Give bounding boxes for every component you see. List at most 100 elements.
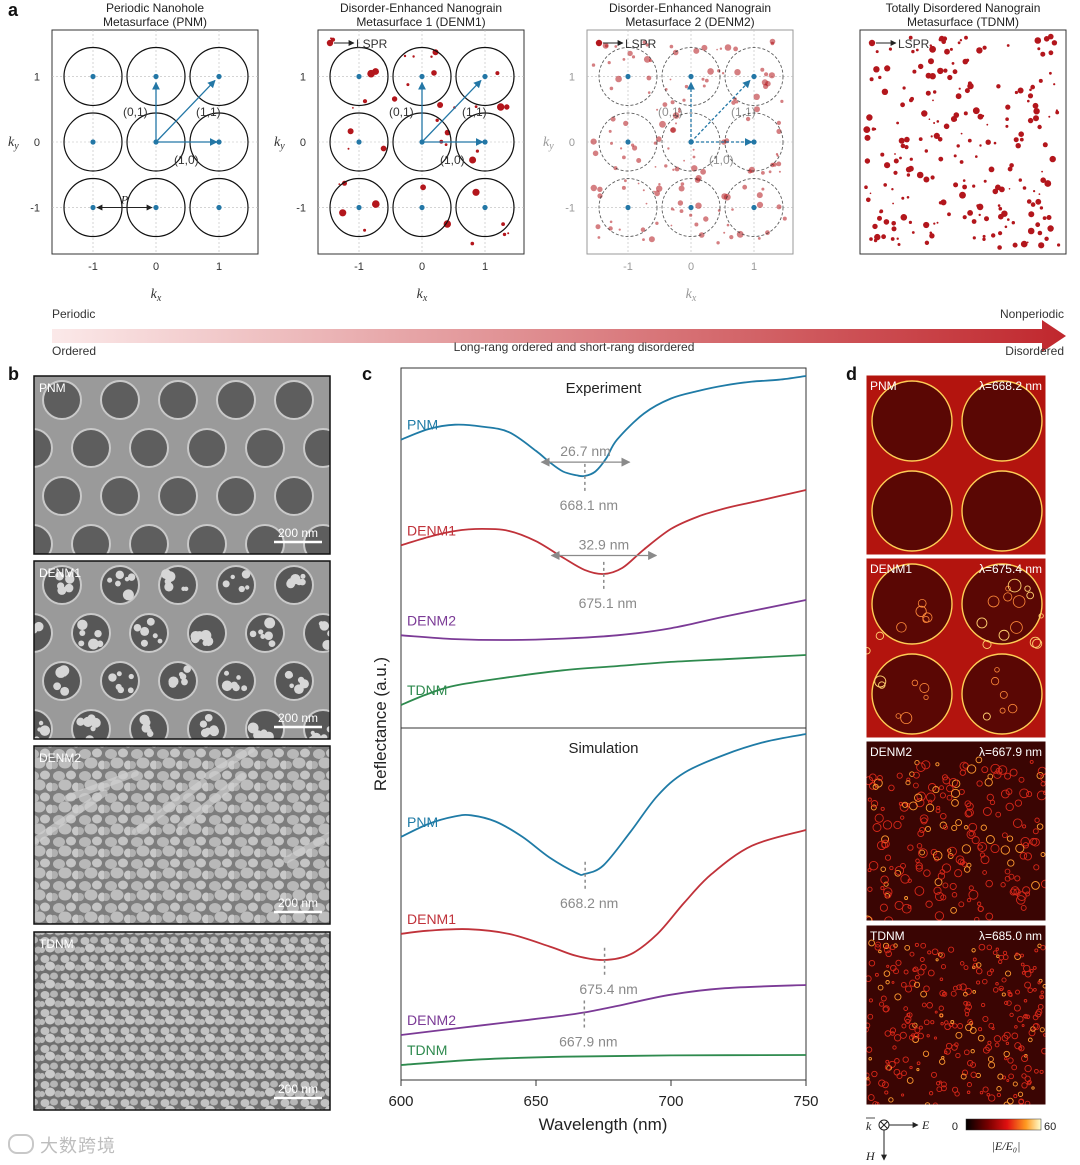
nanograin xyxy=(684,84,689,89)
nanograin xyxy=(656,185,663,192)
nanograin xyxy=(339,209,347,217)
sem-grain xyxy=(128,673,134,680)
reciprocal-point xyxy=(751,73,757,80)
field-hotspot xyxy=(963,1049,970,1056)
field-hotspot xyxy=(977,1034,985,1042)
nanograin xyxy=(1035,222,1041,228)
watermark: 大数跨境 xyxy=(8,1132,116,1158)
field-hotspot xyxy=(916,1061,921,1066)
map-title-line: Totally Disordered Nanograin xyxy=(886,1,1041,15)
field-hotspot xyxy=(934,891,945,902)
nanograin xyxy=(1026,199,1032,204)
nanograin xyxy=(694,222,699,227)
field-hotspot xyxy=(974,916,980,921)
sem-hole xyxy=(42,661,82,701)
field-hotspot xyxy=(912,967,917,973)
reciprocal-point xyxy=(356,139,362,145)
nanohole-circle xyxy=(329,177,389,238)
sem-grain xyxy=(260,634,266,639)
field-hotspot xyxy=(866,1079,871,1086)
field-hotspot xyxy=(1039,994,1045,1000)
y-tick-label: -1 xyxy=(30,203,40,215)
field-grain-ring xyxy=(875,631,885,641)
nanograin xyxy=(1028,211,1035,218)
sem-hole xyxy=(274,380,314,420)
field-hotspot xyxy=(950,990,957,997)
reciprocal-point xyxy=(356,204,362,211)
nanograin xyxy=(380,145,387,152)
field-hotspot xyxy=(918,848,928,858)
sem-grain xyxy=(78,640,85,647)
nanograin xyxy=(768,170,772,174)
field-hotspot xyxy=(904,896,909,900)
sem-grain xyxy=(37,727,42,732)
vector-label-11: (1,1) xyxy=(462,105,487,119)
arrow-left-top-label: Periodic xyxy=(52,307,95,321)
field-hotspot xyxy=(968,889,979,900)
sem-grain xyxy=(294,684,304,695)
field-hotspot xyxy=(971,836,980,845)
field-hotspot xyxy=(966,764,977,774)
vector-label-10: (1,0) xyxy=(440,153,465,167)
nanograin xyxy=(443,220,451,228)
reciprocal-point xyxy=(625,204,631,211)
nanograin xyxy=(1014,90,1019,95)
field-hotspot xyxy=(994,1042,1000,1048)
field-hotspot xyxy=(966,1090,971,1095)
nanograin xyxy=(894,153,896,155)
nanohole-circle xyxy=(661,112,721,172)
field-hotspot xyxy=(872,1101,879,1105)
field-hotspot xyxy=(1014,799,1023,807)
field-hotspot xyxy=(920,990,927,998)
nanohole-circle xyxy=(392,177,452,238)
nanograin xyxy=(967,82,974,90)
field-hotspot xyxy=(1006,835,1014,842)
field-hotspot xyxy=(971,948,976,953)
nanograin xyxy=(977,113,984,120)
reciprocal-point xyxy=(216,73,222,80)
field-hotspot xyxy=(955,1052,961,1059)
field-hotspot xyxy=(993,1035,1002,1043)
field-hotspot xyxy=(966,829,976,839)
x-tick-label: 650 xyxy=(523,1093,548,1110)
field-hotspot xyxy=(1022,824,1027,829)
field-hotspot xyxy=(1040,990,1044,994)
field-hotspot xyxy=(889,865,894,871)
scalebar-label: 200 nm xyxy=(278,711,318,725)
field-hotspot xyxy=(915,864,923,872)
nanograin xyxy=(1057,243,1061,247)
field-hotspot xyxy=(960,1073,967,1080)
nanograin xyxy=(472,188,480,196)
field-hotspot xyxy=(1042,790,1046,796)
nanograin xyxy=(900,214,908,221)
nanograin xyxy=(933,122,936,124)
sem-grain xyxy=(241,685,248,692)
nanograin xyxy=(756,201,764,208)
nanograin xyxy=(637,182,640,185)
nanograin xyxy=(597,193,603,199)
field-hotspot xyxy=(1031,1086,1035,1090)
field-hotspot xyxy=(940,964,947,970)
y-tick-label: 0 xyxy=(34,137,40,149)
sem-frame xyxy=(33,560,331,740)
nanograin xyxy=(972,184,976,188)
field-hotspot xyxy=(951,892,958,898)
field-hotspot xyxy=(1011,1064,1018,1071)
sem-grain xyxy=(245,585,250,590)
sem-grain xyxy=(345,574,350,579)
nanograin xyxy=(672,168,675,171)
nanograin xyxy=(960,132,963,135)
nanograin xyxy=(643,56,651,63)
nanograin xyxy=(1048,50,1054,56)
field-hotspot xyxy=(866,975,872,983)
y-tick-label: -1 xyxy=(565,203,575,215)
field-hotspot xyxy=(1019,852,1028,860)
field-hotspot xyxy=(1043,1033,1046,1037)
field-hotspot xyxy=(995,982,999,986)
nanograin xyxy=(435,118,439,123)
field-hotspot xyxy=(874,813,884,823)
field-map-wavelength: λ=675.4 nm xyxy=(979,562,1042,576)
field-hotspot xyxy=(939,1013,944,1018)
field-hotspot xyxy=(997,1073,1004,1080)
sem-hole xyxy=(216,380,256,420)
